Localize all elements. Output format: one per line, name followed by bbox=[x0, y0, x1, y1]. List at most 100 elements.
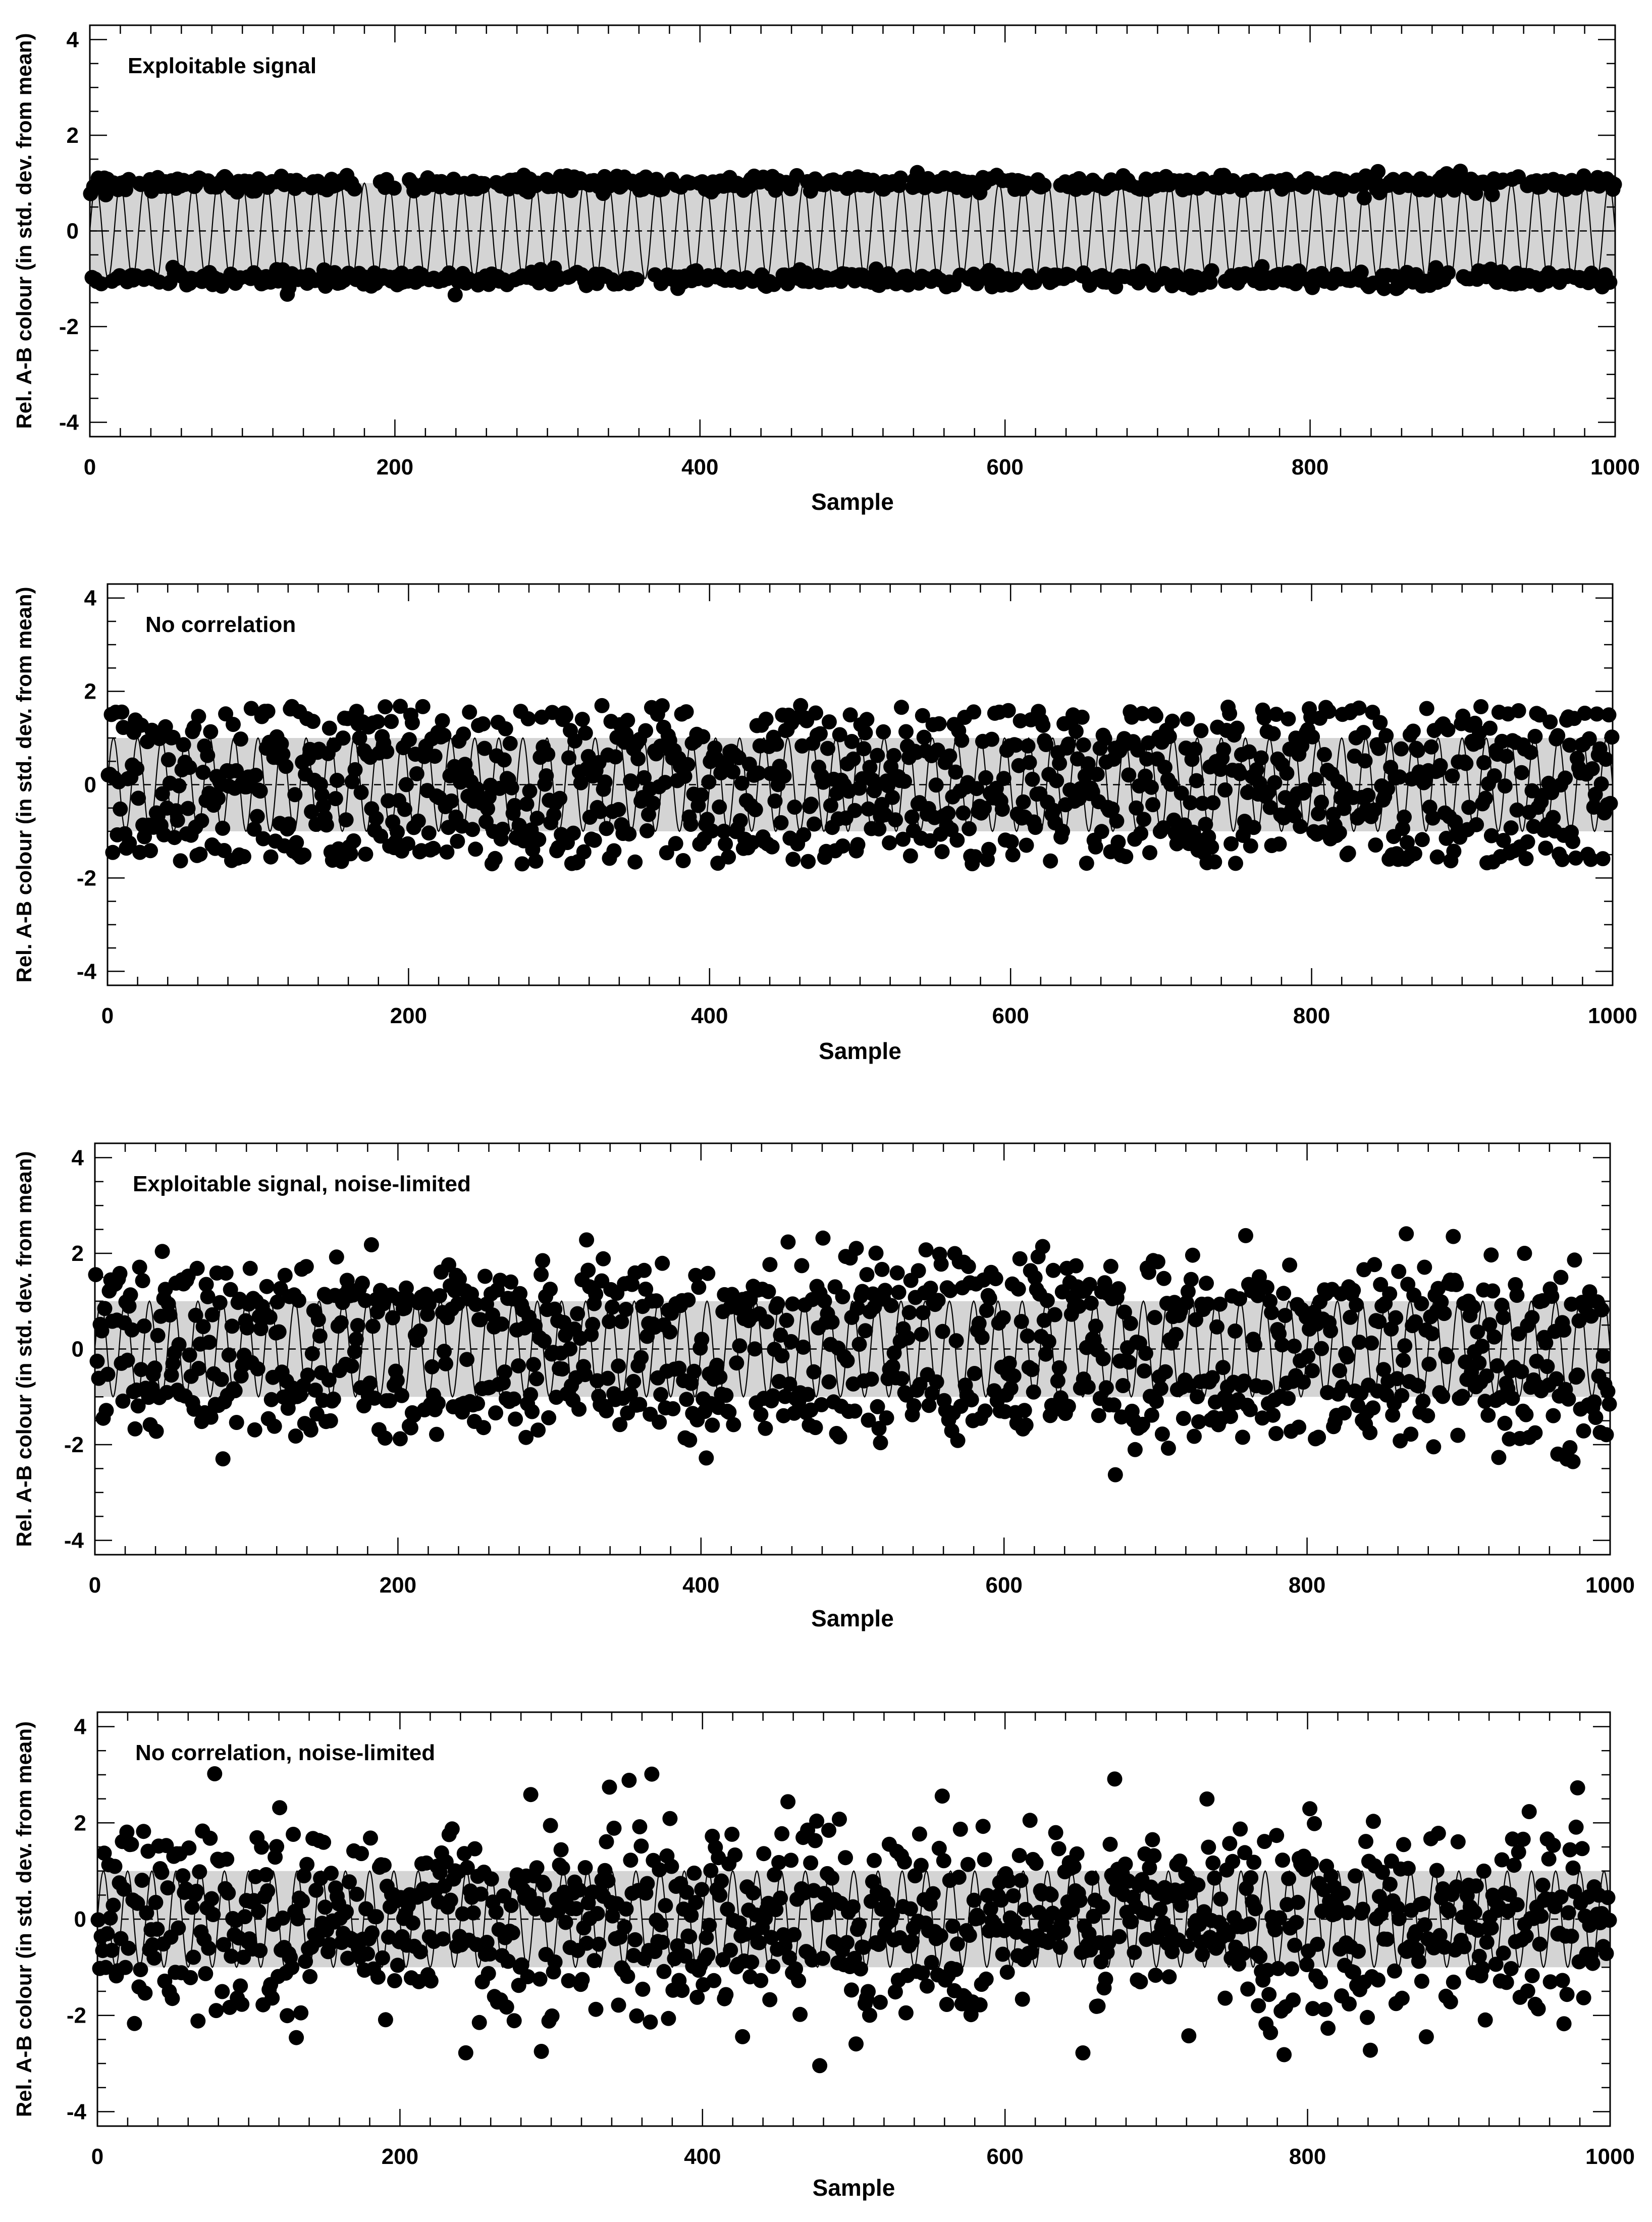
data-point bbox=[1022, 755, 1037, 770]
data-point bbox=[170, 813, 185, 828]
data-point bbox=[1180, 711, 1195, 727]
data-point bbox=[379, 744, 395, 759]
data-point bbox=[599, 1403, 614, 1418]
data-point bbox=[1176, 1411, 1191, 1426]
data-point bbox=[189, 1883, 204, 1899]
x-axis-title: Sample bbox=[819, 1038, 901, 1064]
data-point bbox=[794, 1258, 810, 1274]
data-point bbox=[1272, 1910, 1288, 1926]
data-point bbox=[333, 1315, 349, 1331]
data-point bbox=[1138, 1346, 1153, 1361]
data-point bbox=[387, 1973, 402, 1988]
data-point bbox=[1598, 1427, 1614, 1443]
data-point bbox=[1332, 1363, 1348, 1379]
data-point bbox=[872, 1994, 888, 2010]
data-point bbox=[1008, 272, 1024, 287]
data-point bbox=[1352, 1335, 1367, 1350]
data-point bbox=[1340, 1905, 1355, 1921]
data-point bbox=[1417, 1917, 1432, 1933]
data-point bbox=[368, 811, 384, 826]
data-point bbox=[136, 1824, 151, 1839]
data-point bbox=[1514, 1364, 1529, 1380]
data-point bbox=[995, 1310, 1011, 1326]
data-point bbox=[1448, 814, 1463, 830]
data-point bbox=[683, 1908, 699, 1923]
data-point bbox=[1243, 1870, 1259, 1885]
data-point bbox=[1121, 1354, 1137, 1370]
data-point bbox=[552, 790, 568, 806]
data-point bbox=[1222, 1836, 1238, 1851]
data-point bbox=[482, 1946, 498, 1962]
data-point bbox=[977, 1852, 992, 1868]
data-point bbox=[1430, 1826, 1446, 1841]
data-point bbox=[925, 1886, 941, 1901]
x-tick-label: 0 bbox=[89, 1573, 101, 1598]
data-point bbox=[1561, 1905, 1576, 1921]
data-point bbox=[800, 1387, 816, 1402]
data-point bbox=[861, 1984, 876, 1999]
data-point bbox=[967, 1366, 982, 1381]
data-point bbox=[1205, 795, 1221, 811]
data-point bbox=[191, 1361, 206, 1376]
data-point bbox=[200, 1289, 216, 1304]
data-point bbox=[972, 1997, 988, 2013]
data-point bbox=[184, 1899, 200, 1915]
data-point bbox=[600, 1370, 616, 1386]
data-point bbox=[629, 2008, 645, 2024]
data-point bbox=[354, 1846, 369, 1862]
data-point bbox=[1289, 1915, 1304, 1930]
data-point bbox=[1237, 1373, 1252, 1389]
x-tick-label: 400 bbox=[681, 455, 718, 480]
data-point bbox=[1252, 1949, 1268, 1965]
data-point bbox=[201, 1335, 217, 1350]
data-point bbox=[154, 1865, 170, 1880]
data-point bbox=[699, 1450, 714, 1466]
data-point bbox=[105, 1897, 121, 1913]
data-point bbox=[1356, 725, 1371, 740]
data-point bbox=[767, 793, 783, 809]
data-point bbox=[1179, 1295, 1194, 1310]
y-tick-label: -4 bbox=[77, 959, 97, 984]
data-point bbox=[1379, 1931, 1395, 1947]
data-point bbox=[1247, 1337, 1262, 1353]
data-point bbox=[1417, 1259, 1432, 1275]
data-point bbox=[640, 1876, 655, 1891]
data-point bbox=[1117, 1857, 1133, 1872]
data-point bbox=[296, 1868, 312, 1884]
data-point bbox=[1027, 275, 1043, 290]
data-point bbox=[239, 1320, 255, 1336]
data-point bbox=[649, 1293, 664, 1309]
data-point bbox=[1025, 771, 1040, 787]
data-point bbox=[215, 1451, 231, 1467]
data-point bbox=[523, 1787, 539, 1803]
data-point bbox=[1532, 1936, 1548, 1952]
panel-annotation: No correlation, noise-limited bbox=[135, 1740, 435, 1765]
data-point bbox=[171, 1920, 186, 1936]
data-point bbox=[785, 1296, 801, 1312]
data-point bbox=[508, 1411, 523, 1427]
data-point bbox=[115, 1393, 131, 1409]
data-point bbox=[1127, 1442, 1143, 1457]
data-point bbox=[924, 1386, 940, 1401]
data-point bbox=[762, 1992, 778, 2007]
data-point bbox=[338, 812, 354, 828]
data-point bbox=[1520, 834, 1535, 850]
data-point bbox=[146, 1950, 162, 1966]
data-point bbox=[1320, 2021, 1336, 2036]
data-point bbox=[1440, 722, 1456, 737]
data-point bbox=[1291, 1419, 1307, 1435]
data-point bbox=[252, 1943, 268, 1959]
data-point bbox=[1164, 1944, 1180, 1960]
data-point bbox=[1207, 854, 1222, 870]
data-point bbox=[321, 1372, 337, 1388]
data-point bbox=[394, 1388, 409, 1403]
data-point bbox=[107, 1859, 123, 1874]
data-point bbox=[774, 1348, 790, 1363]
data-point bbox=[1060, 1399, 1076, 1414]
data-point bbox=[207, 1766, 223, 1781]
data-point bbox=[473, 1886, 489, 1902]
data-point bbox=[931, 716, 947, 731]
data-point bbox=[950, 1433, 966, 1448]
data-point bbox=[162, 1307, 178, 1323]
data-point bbox=[561, 750, 576, 766]
